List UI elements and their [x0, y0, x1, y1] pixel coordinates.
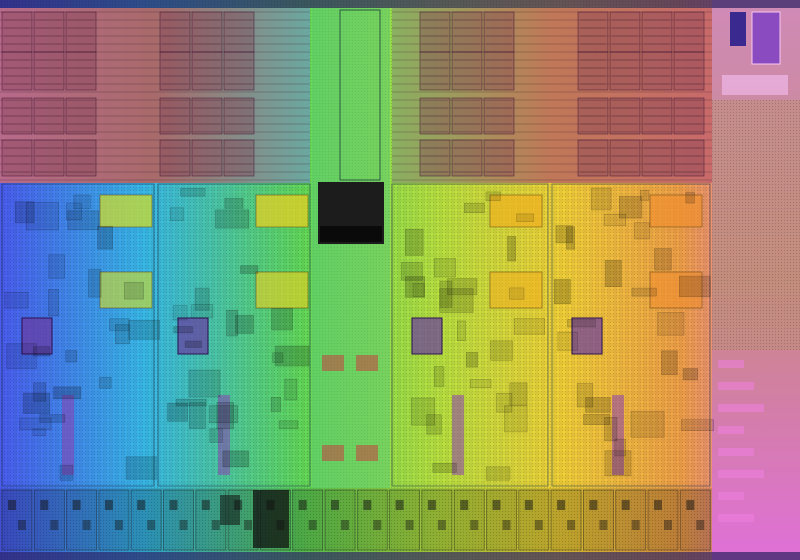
io-pad-cell: [98, 489, 130, 551]
core-1: [157, 183, 311, 487]
core-0: [1, 183, 160, 487]
core-3: [551, 183, 715, 487]
io-pad-column: [712, 0, 800, 560]
io-pad-cell: [550, 489, 582, 551]
io-pad-cell: [518, 489, 550, 551]
io-pad-cell: [356, 489, 388, 551]
io-pad-cell: [583, 489, 614, 551]
io-pad-cell: [679, 489, 711, 551]
left-cache-bank-a: [1, 11, 97, 177]
io-pad-cell: [33, 489, 65, 551]
central-interconnect: [312, 8, 390, 488]
io-pad-cell: [647, 489, 679, 551]
io-pad-cell: [615, 489, 647, 551]
io-pad-cell: [292, 489, 324, 551]
right-cache-bank-b: [577, 11, 705, 177]
io-pad-cell: [163, 489, 194, 551]
io-pad-cell: [324, 489, 356, 551]
io-pad-cell: [421, 489, 453, 551]
core-2: [391, 183, 549, 487]
bottom-pad-row: [0, 488, 712, 552]
io-pad-cell: [453, 489, 485, 551]
io-pad-cell: [66, 489, 97, 551]
io-pad-cell: [389, 489, 421, 551]
io-pad-cell: [486, 489, 517, 551]
io-pad-cell: [1, 489, 33, 551]
io-pad-cell: [130, 489, 162, 551]
right-cache-bank-a: [419, 11, 515, 177]
left-cache-bank-b: [159, 11, 255, 177]
